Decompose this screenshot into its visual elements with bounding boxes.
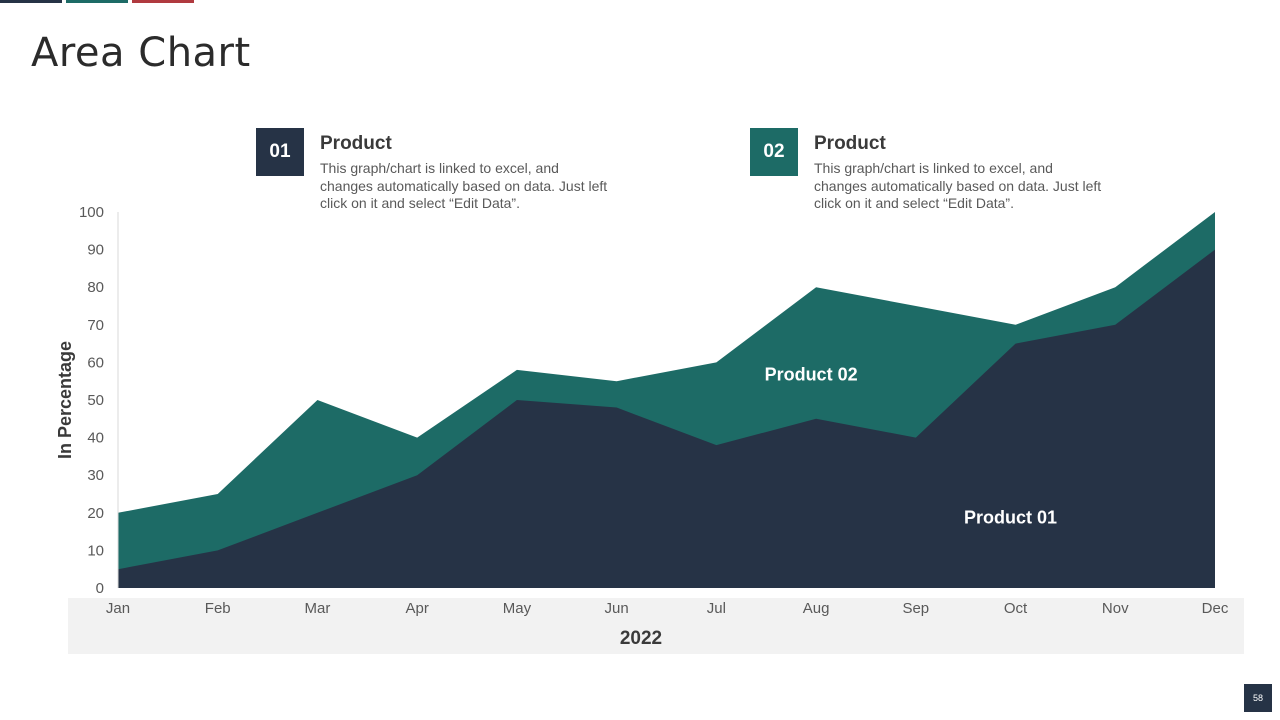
x-tick-label: Jul <box>707 600 726 617</box>
y-tick-label: 50 <box>87 392 104 409</box>
series-label: Product 01 <box>964 508 1057 528</box>
y-tick-label: 60 <box>87 354 104 371</box>
accent-bar-red <box>132 0 194 3</box>
y-axis-title: In Percentage <box>55 341 75 459</box>
x-tick-label: Jun <box>605 600 629 617</box>
x-axis-band <box>68 598 1244 654</box>
x-tick-label: Apr <box>406 600 429 617</box>
series-label: Product 02 <box>765 365 858 385</box>
accent-bar-teal <box>66 0 128 3</box>
x-tick-label: Nov <box>1102 600 1129 617</box>
y-tick-label: 0 <box>96 580 104 597</box>
card-title: Product <box>814 133 886 154</box>
x-tick-label: Aug <box>803 600 830 617</box>
y-tick-label: 90 <box>87 242 104 259</box>
card-description: This graph/chart is linked to excel, and… <box>814 160 1102 211</box>
page-number: 58 <box>1244 684 1272 712</box>
y-tick-label: 40 <box>87 430 104 447</box>
x-tick-label: May <box>503 600 532 617</box>
accent-bar-navy <box>0 0 62 3</box>
y-tick-label: 70 <box>87 317 104 334</box>
x-tick-label: Jan <box>106 600 130 617</box>
x-tick-label: Oct <box>1004 600 1028 617</box>
y-tick-label: 10 <box>87 542 104 559</box>
x-tick-label: Sep <box>902 600 929 617</box>
card-title: Product <box>320 133 392 154</box>
y-tick-label: 100 <box>79 204 104 221</box>
y-tick-label: 20 <box>87 505 104 522</box>
card-description: This graph/chart is linked to excel, and… <box>320 160 608 211</box>
card-number-badge: 02 <box>750 128 798 176</box>
y-tick-label: 30 <box>87 467 104 484</box>
x-tick-label: Mar <box>305 600 331 617</box>
area-product-01 <box>118 249 1215 588</box>
x-tick-label: Dec <box>1202 600 1229 617</box>
x-axis-title: 2022 <box>620 628 662 649</box>
page-title: Area Chart <box>31 30 251 76</box>
y-tick-label: 80 <box>87 279 104 296</box>
x-tick-label: Feb <box>205 600 231 617</box>
card-number-badge: 01 <box>256 128 304 176</box>
